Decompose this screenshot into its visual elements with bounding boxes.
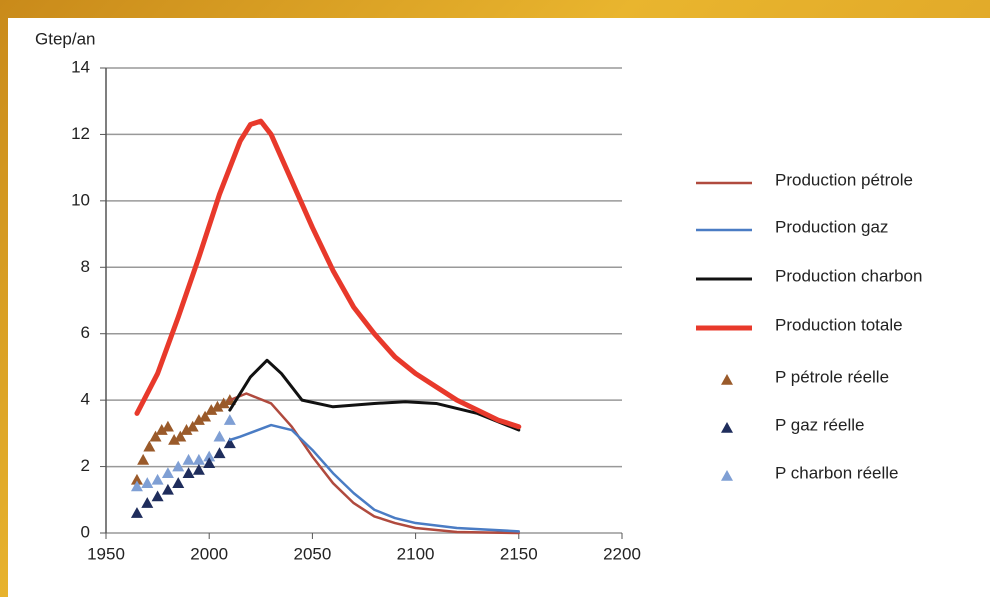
y-tick-label: 6 (81, 323, 90, 342)
point (180, 424, 193, 435)
point (172, 477, 185, 488)
y-tick-label: 8 (81, 257, 90, 276)
point (143, 440, 156, 452)
x-tick-label: 2150 (500, 544, 538, 563)
point (151, 473, 164, 485)
point (217, 397, 230, 409)
point (161, 483, 174, 495)
point (192, 414, 205, 425)
legend-swatch (721, 374, 733, 385)
point (213, 430, 226, 442)
point (168, 434, 181, 445)
point (161, 420, 174, 432)
point (130, 480, 143, 492)
y-tick-label: 4 (81, 390, 90, 409)
point (192, 453, 205, 465)
point (223, 437, 236, 449)
y-tick-label: 14 (71, 57, 90, 76)
x-tick-label: 2100 (397, 544, 435, 563)
y-tick-label: 12 (71, 124, 90, 143)
y-axis-label: Gtep/an (35, 29, 96, 48)
x-tick-label: 2000 (190, 544, 228, 563)
point (203, 450, 216, 462)
y-tick-label: 10 (71, 190, 90, 209)
legend-label: Production pétrole (775, 170, 913, 189)
legend-swatch (721, 470, 733, 481)
point (223, 414, 236, 425)
x-tick-label: 2200 (603, 544, 641, 563)
panel (8, 18, 990, 597)
point (137, 453, 150, 465)
point (192, 463, 205, 475)
x-tick-label: 1950 (87, 544, 125, 563)
point (174, 430, 187, 442)
legend-label: P gaz réelle (775, 415, 864, 434)
point (155, 424, 168, 435)
legend-label: Production charbon (775, 266, 922, 285)
legend-label: P pétrole réelle (775, 367, 889, 386)
point (141, 497, 154, 508)
point (182, 467, 195, 479)
point (205, 404, 218, 415)
y-tick-label: 2 (81, 456, 90, 475)
point (211, 400, 224, 412)
line (134, 118, 522, 430)
point (199, 410, 212, 422)
point (172, 460, 185, 472)
point (161, 467, 174, 479)
line (228, 358, 521, 432)
line (228, 392, 521, 535)
point (130, 473, 143, 485)
legend-label: Production gaz (775, 217, 888, 236)
point (151, 490, 164, 502)
point (203, 457, 216, 469)
legend-label: Production totale (775, 315, 903, 334)
point (182, 453, 195, 465)
legend-label: P charbon réelle (775, 463, 899, 482)
x-tick-label: 2050 (293, 544, 331, 563)
point (141, 477, 154, 488)
line (228, 423, 521, 533)
point (186, 420, 199, 432)
y-tick-label: 0 (81, 522, 90, 541)
point (213, 447, 226, 459)
point (130, 507, 143, 518)
point (149, 430, 162, 442)
legend-swatch (721, 422, 733, 433)
